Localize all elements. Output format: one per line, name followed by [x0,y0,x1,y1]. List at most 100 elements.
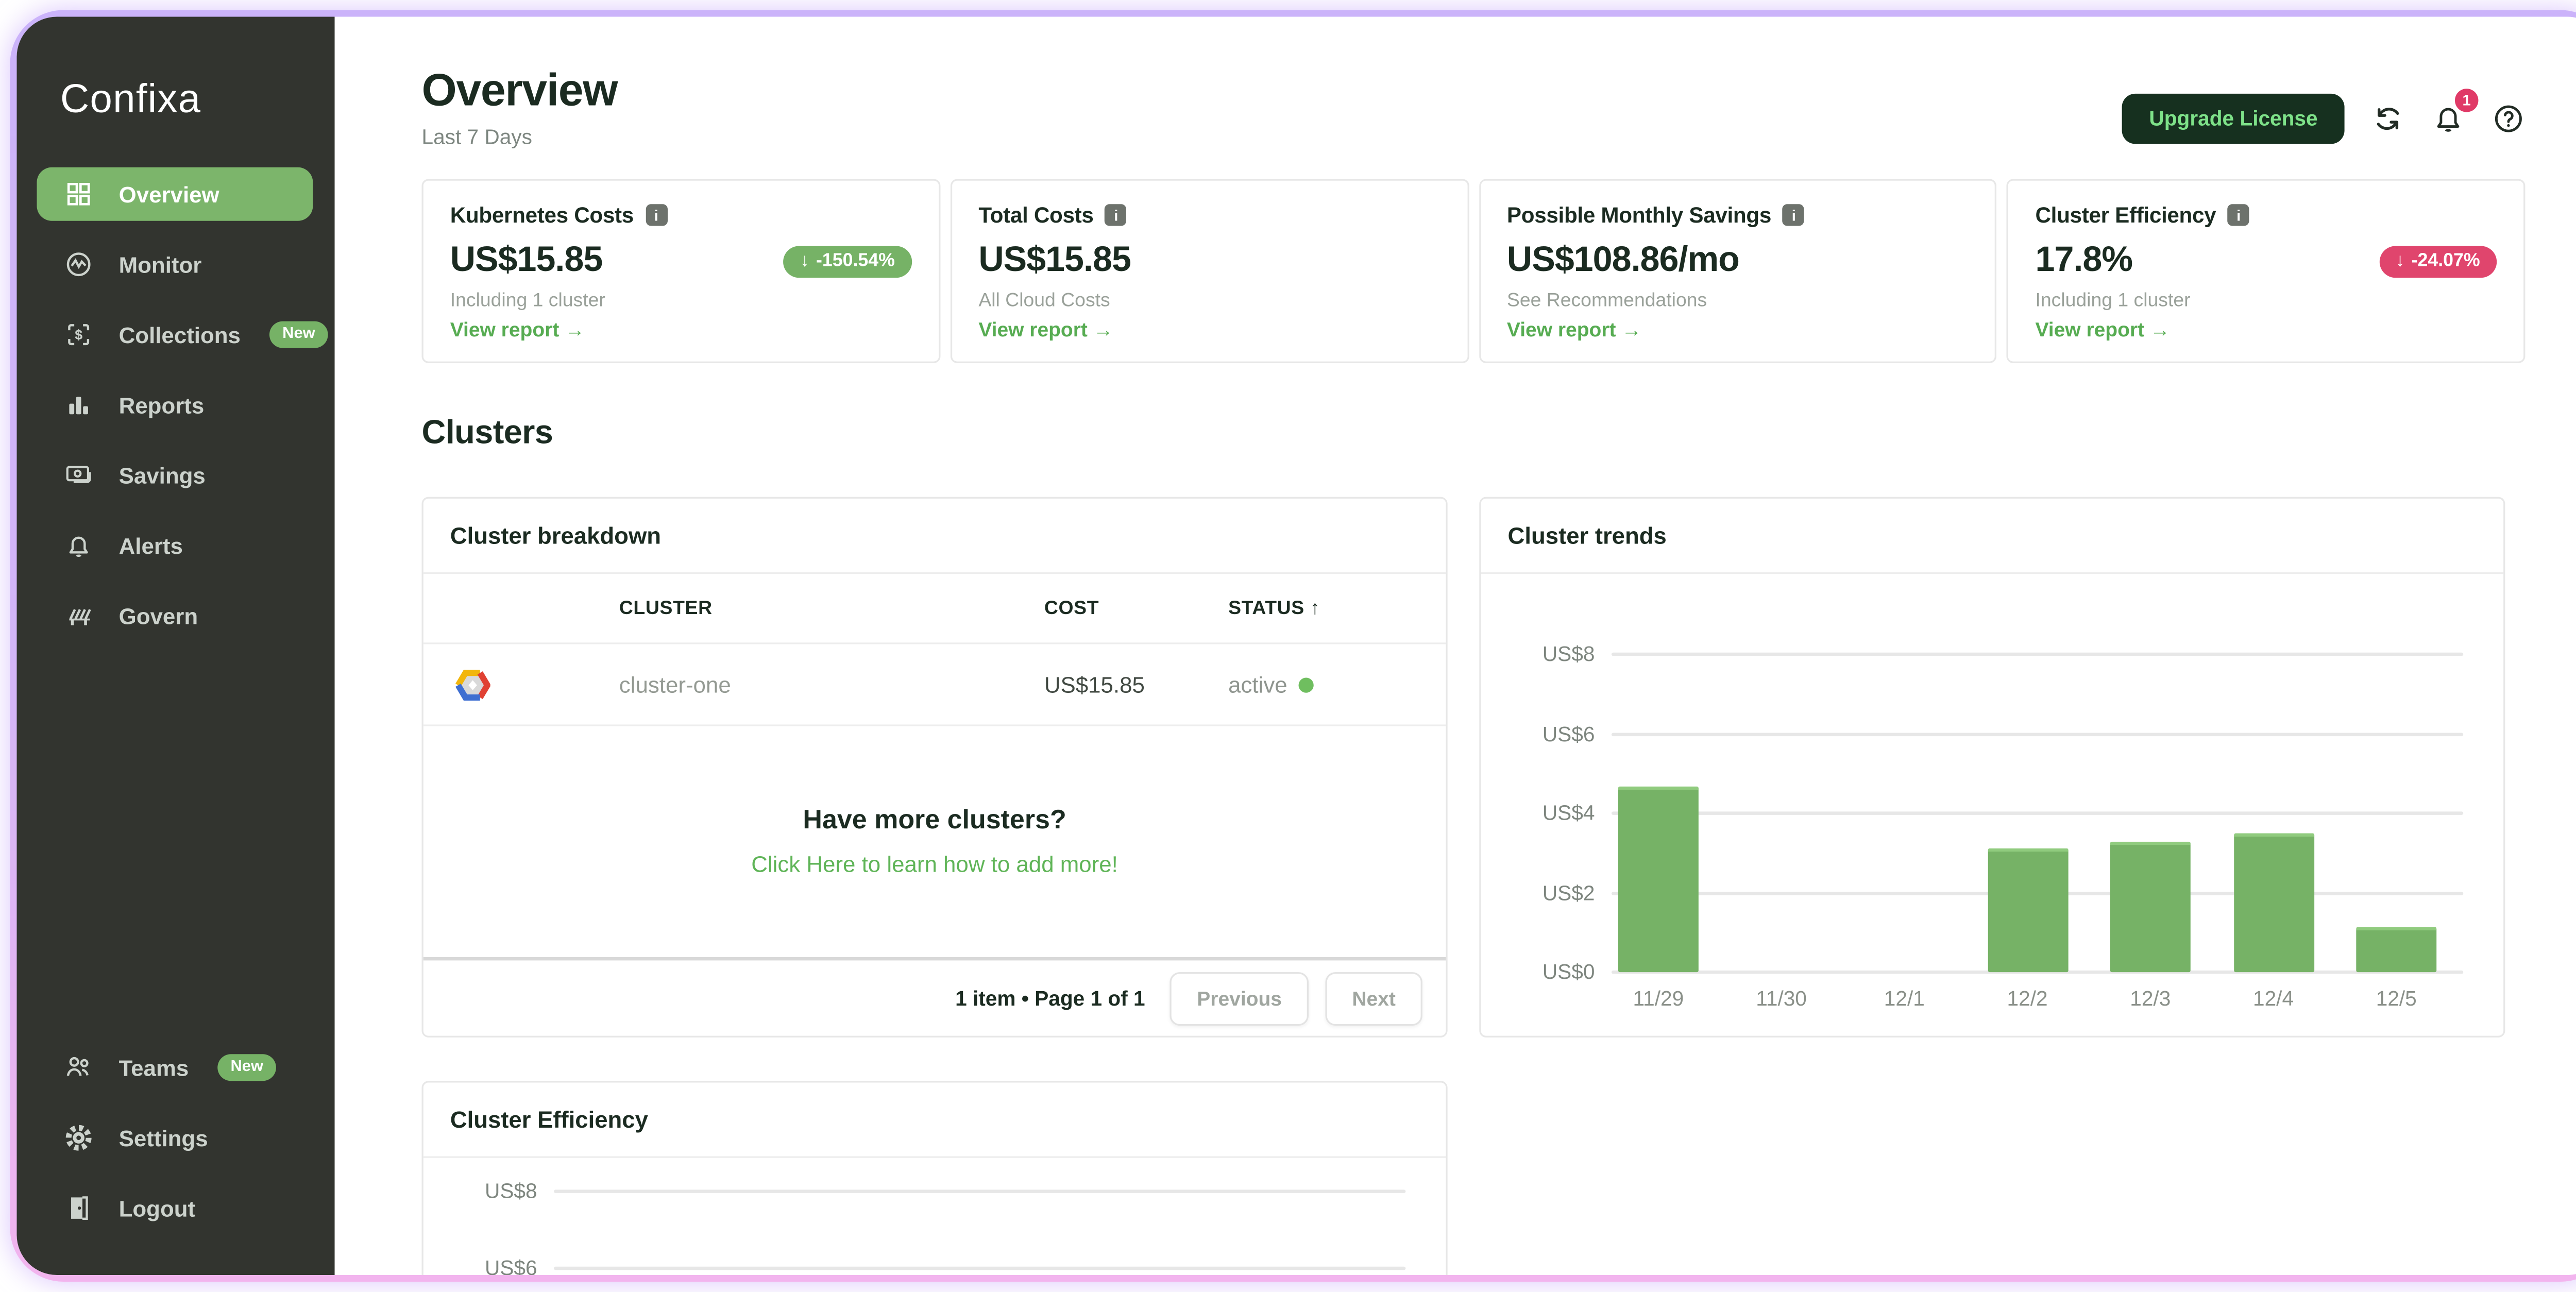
gear-icon [63,1123,93,1152]
date-range-label: Last 7 Days [421,126,532,150]
reports-icon [63,390,93,420]
more-clusters-prompt: Have more clusters? Click Here to learn … [423,727,1446,958]
sidebar-item-label: Logout [118,1195,196,1221]
sidebar-item-reports[interactable]: Reports [37,378,313,432]
kpi-value: US$15.85 [978,241,1131,280]
kpi-title: Cluster Efficiency [2035,203,2216,228]
sidebar-item-label: Reports [118,392,205,418]
y-axis-tick-label: US$8 [485,1180,537,1204]
sidebar-item-logout[interactable]: Logout [37,1181,313,1235]
sidebar-item-overview[interactable]: Overview [37,167,313,221]
sidebar-item-label: Overview [118,181,219,207]
add-clusters-link[interactable]: Click Here to learn how to add more! [751,852,1118,878]
panel-title: Cluster breakdown [423,499,1446,575]
kpi-value: US$15.85 [450,241,603,280]
sidebar-nav: Overview Monitor $ [16,167,334,659]
previous-page-button[interactable]: Previous [1170,972,1309,1026]
info-icon[interactable]: i [1105,205,1127,227]
arrow-right-icon: → [565,318,585,342]
y-axis-tick-label: US$8 [1542,643,1595,667]
table-row[interactable]: cluster-one US$15.85 active [423,645,1446,727]
savings-icon [63,460,93,490]
x-axis-tick-label: 12/4 [2253,988,2294,1011]
sidebar-item-collections[interactable]: $ Collections New [37,308,329,362]
y-axis-tick-label: US$4 [1542,802,1595,826]
cluster-status-cell: active [1228,672,1446,698]
sidebar-item-savings[interactable]: Savings [37,448,313,502]
govern-icon [63,601,93,631]
y-axis-tick-label: US$0 [1542,961,1595,984]
app-logo: Confixa [60,77,201,123]
cluster-cost-cell: US$15.85 [1044,672,1145,698]
notifications-bell-icon[interactable]: 1 [2431,89,2479,135]
x-axis-tick-label: 12/5 [2376,988,2417,1011]
info-icon[interactable]: i [2228,205,2250,227]
app-window: Confixa Overview Monitor [16,16,2576,1276]
column-header-cluster[interactable]: CLUSTER [619,599,713,619]
top-bar: Overview Last 7 Days Upgrade License [421,65,2526,150]
arrow-right-icon: → [1621,318,1642,342]
refresh-icon[interactable] [2371,102,2405,135]
sidebar-item-settings[interactable]: Settings [37,1111,313,1165]
page-title: Overview [421,65,618,116]
y-axis-tick-label: US$2 [1542,881,1595,905]
kpi-card-cluster-efficiency: Cluster Efficiency i 17.8% ↓ -24.07% Inc… [2007,179,2526,364]
arrow-right-icon: → [2149,318,2170,342]
trend-bar-11/29 [1618,786,1699,973]
x-axis-tick-label: 12/2 [2007,988,2048,1011]
kpi-value: 17.8% [2035,241,2133,280]
kpi-value: US$108.86/mo [1506,241,1740,280]
kpi-title: Kubernetes Costs [450,203,634,228]
sidebar-item-label: Collections [118,322,241,347]
more-clusters-title: Have more clusters? [803,807,1066,836]
column-header-cost[interactable]: COST [1044,599,1099,619]
arrow-right-icon: → [1093,318,1113,342]
sidebar-item-monitor[interactable]: Monitor [37,237,313,291]
info-icon[interactable]: i [1783,205,1805,227]
kpi-card-total-costs: Total Costs i US$15.85 All Cloud Costs V… [950,179,1469,364]
status-dot-icon [1299,677,1314,693]
sidebar-item-govern[interactable]: Govern [37,589,313,642]
y-axis-tick-label: US$6 [1542,722,1595,746]
kpi-row: Kubernetes Costs i US$15.85 ↓ -150.54% I… [421,179,2526,364]
sidebar-item-teams[interactable]: Teams New [37,1041,313,1094]
arrow-down-icon: ↓ [2395,250,2405,271]
upgrade-license-button[interactable]: Upgrade License [2122,93,2345,144]
main-content: Overview Last 7 Days Upgrade License [334,16,2576,1276]
view-report-link[interactable]: View report → [1506,318,1642,342]
collections-icon: $ [63,319,93,349]
sidebar-item-alerts[interactable]: Alerts [37,519,313,572]
sort-arrow-up-icon: ↑ [1310,599,1320,619]
sidebar-item-label: Govern [118,603,198,628]
google-cloud-icon [423,667,619,702]
kpi-title: Total Costs [978,203,1094,228]
pagination-bar: 1 item • Page 1 of 1 Previous Next [423,958,1446,1036]
clusters-section-heading: Clusters [421,415,553,453]
column-header-status[interactable]: STATUS ↑ [1228,599,1320,619]
view-report-link[interactable]: View report → [2035,318,2170,342]
x-axis-tick-label: 11/30 [1756,988,1807,1011]
view-report-link[interactable]: View report → [978,318,1113,342]
arrow-down-icon: ↓ [800,250,809,271]
grid-icon [63,179,93,209]
info-icon[interactable]: i [645,205,667,227]
next-page-button[interactable]: Next [1325,972,1422,1026]
view-report-link[interactable]: View report → [450,318,585,342]
header-controls: Upgrade License 1 [2122,89,2525,144]
notification-count-badge: 1 [2454,89,2479,112]
help-icon[interactable] [2492,102,2525,135]
sidebar-item-label: Settings [118,1125,208,1151]
delta-badge: ↓ -150.54% [783,245,912,278]
x-axis-tick-label: 11/29 [1633,988,1684,1011]
cluster-trends-panel: Cluster trends US$8 US$6 US$4 US$2 US$0 11/29… [1479,497,2505,1038]
panel-title: Cluster Efficiency [423,1083,1446,1159]
cluster-name-cell: cluster-one [619,672,731,698]
kpi-card-kubernetes-costs: Kubernetes Costs i US$15.85 ↓ -150.54% I… [421,179,940,364]
delta-badge: ↓ -24.07% [2379,245,2497,278]
pagination-summary: 1 item • Page 1 of 1 [955,987,1145,1011]
trend-bar-12/3 [2110,841,2191,973]
sidebar-item-label: Monitor [118,251,202,277]
trend-bar-12/5 [2356,927,2437,973]
cluster-trends-chart: US$8 US$6 US$4 US$2 US$0 11/29 11/30 12/1 12/2 12… [1481,574,2504,1036]
